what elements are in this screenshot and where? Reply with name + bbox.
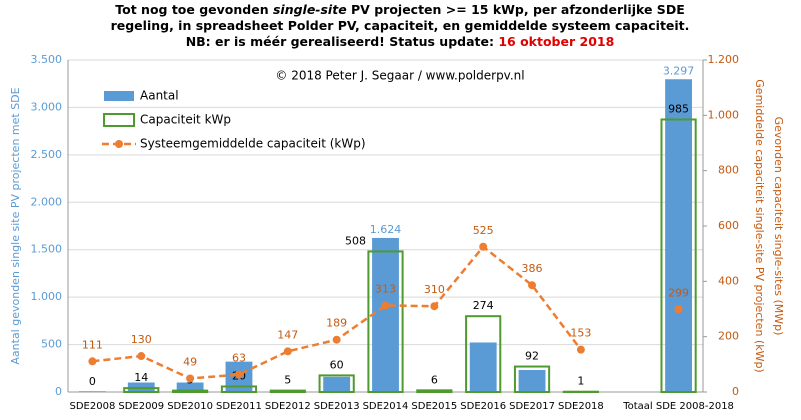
title-line: regeling, in spreadsheet Polder PV, capa… bbox=[111, 18, 690, 33]
y-tick-label: 1.000 bbox=[31, 290, 63, 303]
capacity-label: 6 bbox=[431, 373, 438, 386]
legend-label: Aantal bbox=[140, 89, 179, 103]
y-tick-label: 3.500 bbox=[31, 53, 63, 66]
capacity-label: 5 bbox=[284, 374, 291, 387]
y2-tick-label: 0 bbox=[732, 385, 739, 398]
x-tick-label: Totaal SDE 2008-2018 bbox=[622, 401, 734, 412]
line-point bbox=[186, 374, 195, 383]
y2-axis-label: Gemiddelde capaciteit single-site PV pro… bbox=[753, 79, 766, 372]
x-tick-label: SDE2010 bbox=[167, 401, 213, 412]
x-tick-label: SDE2011 bbox=[216, 401, 262, 412]
line-label: 310 bbox=[424, 283, 445, 296]
y2-tick-label: 1.200 bbox=[708, 53, 740, 66]
y-tick-label: 3.000 bbox=[31, 100, 63, 113]
y-tick-label: 0 bbox=[55, 385, 62, 398]
y2-tick-label: 600 bbox=[718, 219, 739, 232]
capacity-bar bbox=[416, 389, 453, 393]
line-label: 525 bbox=[473, 224, 494, 237]
capacity-label: 508 bbox=[345, 234, 366, 247]
line-label: 386 bbox=[522, 262, 543, 275]
x-tick-label: SDE2009 bbox=[118, 401, 164, 412]
capacity-bar bbox=[172, 389, 209, 394]
bar-label: 3.297 bbox=[663, 64, 695, 77]
line-point bbox=[528, 281, 537, 290]
legend-swatch bbox=[104, 91, 134, 101]
capacity-label: 92 bbox=[525, 350, 539, 363]
y2-axis-label: Gevonden capaciteit single-sites (MWp) bbox=[772, 117, 785, 336]
capacity-label: 0 bbox=[89, 375, 96, 388]
line-point bbox=[576, 345, 585, 354]
capacity-bar bbox=[660, 118, 697, 393]
line-point bbox=[430, 302, 439, 311]
bar bbox=[78, 391, 106, 392]
y-tick-label: 500 bbox=[41, 338, 62, 351]
line-point bbox=[283, 347, 292, 356]
x-tick-label: SDE2016 bbox=[460, 401, 506, 412]
x-tick-label: SDE2017 bbox=[509, 401, 555, 412]
annotation: © 2018 Peter J. Segaar / www.polderpv.nl bbox=[275, 69, 524, 83]
x-tick-label: SDE2015 bbox=[411, 401, 457, 412]
bar bbox=[176, 382, 204, 392]
line-point bbox=[88, 357, 97, 366]
line-point bbox=[137, 352, 146, 361]
legend-swatch bbox=[103, 113, 135, 127]
capacity-label: 60 bbox=[330, 358, 344, 371]
line-label: 130 bbox=[131, 333, 152, 346]
bar bbox=[469, 342, 497, 392]
legend-label: Systeemgemiddelde capaciteit (kWp) bbox=[140, 137, 366, 151]
capacity-bar bbox=[318, 374, 355, 393]
capacity-label: 1 bbox=[577, 375, 584, 388]
line-label: 299 bbox=[668, 286, 689, 299]
line-point bbox=[479, 242, 488, 251]
capacity-bar bbox=[465, 315, 502, 393]
line-label: 49 bbox=[183, 355, 197, 368]
bar bbox=[665, 79, 693, 393]
line-label: 313 bbox=[375, 282, 396, 295]
bar bbox=[323, 376, 351, 392]
y2-tick-label: 1.000 bbox=[708, 108, 740, 121]
legend-swatch bbox=[115, 140, 123, 148]
capacity-bar bbox=[269, 389, 306, 394]
x-tick-label: SDE2014 bbox=[363, 401, 409, 412]
x-tick-label: SDE2013 bbox=[314, 401, 360, 412]
capacity-bar bbox=[220, 385, 258, 394]
capacity-bar bbox=[123, 387, 160, 394]
legend-label: Capaciteit kWp bbox=[140, 113, 231, 127]
bar bbox=[372, 237, 399, 392]
line-point bbox=[332, 335, 341, 344]
y-axis-label: Aantal gevonden single site PV projecten… bbox=[9, 87, 22, 364]
capacity-label: 985 bbox=[668, 102, 689, 115]
bar-label: 1.624 bbox=[370, 223, 402, 236]
y2-tick-label: 800 bbox=[718, 164, 739, 177]
x-tick-label: SDE2008 bbox=[70, 401, 116, 412]
line-point bbox=[381, 301, 390, 310]
y-tick-label: 1.500 bbox=[31, 243, 63, 256]
line-label: 111 bbox=[82, 338, 103, 351]
line-label: 189 bbox=[326, 317, 347, 330]
title-line: NB: er is méér gerealiseerd! Status upda… bbox=[186, 34, 615, 49]
line-point bbox=[234, 370, 243, 379]
capacity-label: 274 bbox=[473, 299, 494, 312]
x-tick-label: SDE2018 bbox=[558, 401, 604, 412]
y-tick-label: 2.000 bbox=[31, 195, 63, 208]
bar bbox=[518, 369, 546, 392]
capacity-bar bbox=[367, 250, 404, 393]
y2-tick-label: 200 bbox=[718, 330, 739, 343]
line-label: 147 bbox=[277, 328, 298, 341]
line-label: 63 bbox=[232, 352, 246, 365]
capacity-label: 14 bbox=[134, 371, 148, 384]
title-line: Tot nog toe gevonden single-site PV proj… bbox=[115, 2, 684, 17]
capacity-bar bbox=[513, 365, 551, 393]
line-point bbox=[674, 305, 683, 314]
line-label: 153 bbox=[570, 327, 591, 340]
y-tick-label: 2.500 bbox=[31, 148, 63, 161]
y2-tick-label: 400 bbox=[718, 274, 739, 287]
x-tick-label: SDE2012 bbox=[265, 401, 311, 412]
